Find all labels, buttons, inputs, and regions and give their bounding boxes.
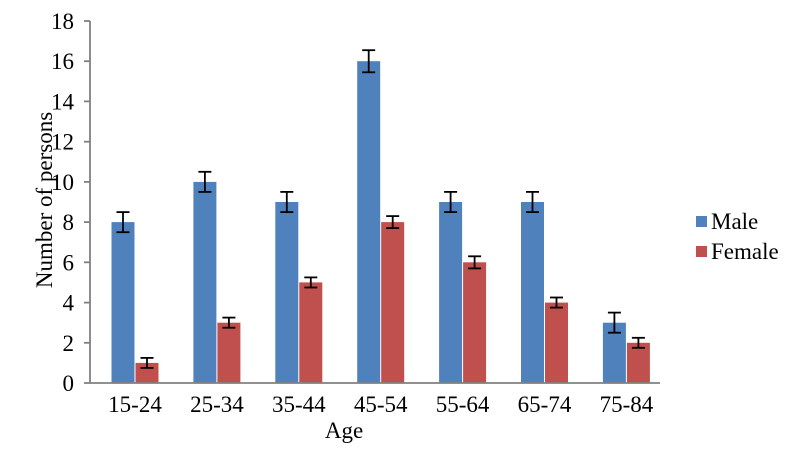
error-bar-male-55-64: [444, 190, 458, 214]
error-bar-male-25-34: [198, 170, 212, 193]
x-category-label-75-84: 75-84: [600, 392, 654, 417]
bar-female-75-84: [626, 342, 650, 383]
error-bar-female-45-54: [386, 215, 400, 230]
error-bar-female-55-64: [468, 255, 482, 270]
legend-swatch-male: [696, 216, 707, 227]
bar-female-45-54: [381, 222, 405, 383]
legend-swatch-female: [696, 246, 707, 257]
x-category-label-25-34: 25-34: [190, 392, 244, 417]
error-bar-female-35-44: [304, 276, 318, 289]
legend-label-male: Male: [711, 209, 758, 234]
error-bar-male-15-24: [116, 211, 130, 234]
bar-female-55-64: [463, 262, 487, 383]
x-category-label-35-44: 35-44: [272, 392, 326, 417]
x-category-label-15-24: 15-24: [108, 392, 162, 417]
bar-female-65-74: [545, 302, 568, 383]
error-bar-female-75-84: [631, 336, 645, 349]
y-tick-label-18: 18: [51, 9, 74, 34]
bar-female-35-44: [299, 282, 323, 383]
bar-male-65-74: [521, 202, 544, 383]
y-axis-title: Number of persons: [32, 112, 57, 288]
error-bar-female-15-24: [140, 356, 154, 369]
error-bar-male-45-54: [362, 49, 376, 74]
legend: Male Female: [696, 209, 779, 264]
y-tick-label-6: 6: [63, 250, 75, 275]
x-category-label-65-74: 65-74: [518, 392, 572, 417]
y-tick-label-2: 2: [63, 331, 75, 356]
bar-male-45-54: [357, 61, 381, 383]
bar-male-35-44: [275, 202, 299, 383]
plot-area: 15-24 25-34 35-44 45-54 55-64 65-74 75-84 0 2 4 6 8…: [51, 9, 660, 417]
bar-male-15-24: [111, 222, 135, 383]
error-bar-female-65-74: [550, 296, 563, 309]
legend-label-female: Female: [711, 239, 779, 264]
y-tick-label-4: 4: [63, 291, 75, 316]
error-bar-female-25-34: [222, 316, 236, 329]
y-tick-label-12: 12: [51, 130, 74, 155]
y-tick-label-10: 10: [51, 170, 74, 195]
x-axis-title: Age: [325, 418, 363, 443]
bar-male-55-64: [439, 202, 463, 383]
error-bar-male-35-44: [280, 190, 294, 214]
x-category-label-55-64: 55-64: [436, 392, 490, 417]
x-category-label-45-54: 45-54: [354, 392, 408, 417]
y-tick-label-16: 16: [51, 49, 74, 74]
error-bar-male-75-84: [607, 311, 621, 334]
y-tick-label-8: 8: [63, 210, 75, 235]
y-tick-label-0: 0: [63, 371, 75, 396]
bar-male-25-34: [193, 181, 217, 383]
bar-male-75-84: [602, 322, 626, 383]
error-bar-male-65-74: [526, 190, 539, 214]
bar-female-25-34: [217, 322, 241, 383]
y-tick-label-14: 14: [51, 89, 75, 114]
